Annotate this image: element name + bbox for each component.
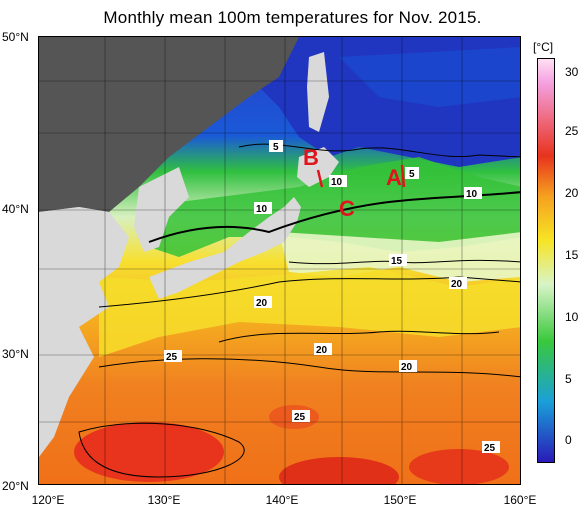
- colorbar-tick-25: 25: [565, 124, 579, 138]
- lon-label-160e: 160°E: [503, 493, 537, 507]
- contour-25a: [98, 358, 520, 378]
- colorbar-tick-30: 30: [565, 65, 579, 79]
- contour-label-10-west: 10: [256, 204, 268, 215]
- lon-label-130e: 130°E: [147, 493, 181, 507]
- contour-label-20-west: 20: [256, 298, 268, 309]
- lon-label-150e: 150°E: [383, 493, 417, 507]
- graticule: [39, 37, 520, 484]
- contour-label-25-east: 25: [484, 443, 496, 454]
- contour-label-15: 15: [391, 256, 403, 267]
- contour-label-25-center: 25: [294, 412, 306, 423]
- colorbar-tick-10: 10: [565, 310, 579, 324]
- warm-patch-1: [74, 422, 224, 482]
- contour-label-5-west: 5: [273, 142, 279, 153]
- temperature-map: 5 5 10 10 10 15 20 20 20 20 25 25 25: [38, 36, 521, 485]
- contour-label-10-central: 10: [331, 177, 343, 188]
- lat-label-30n: 30°N: [2, 347, 29, 361]
- section-line-b: [316, 169, 324, 188]
- marker-a: A: [386, 165, 402, 190]
- marker-c: C: [339, 196, 355, 221]
- contour-25b: [78, 422, 245, 478]
- yellow-band: [99, 267, 520, 357]
- continent-land: [39, 207, 129, 457]
- lon-label-120e: 120°E: [31, 493, 65, 507]
- marker-b: B: [303, 145, 319, 170]
- colorbar-unit: [°C]: [533, 40, 554, 54]
- colorbar-tick-0: 0: [565, 433, 572, 447]
- hokkaido-land: [297, 147, 339, 187]
- colorbar-tick-20: 20: [565, 186, 579, 200]
- green-front: [139, 157, 520, 257]
- colorbar-tick-15: 15: [565, 248, 579, 262]
- contour-label-group: 5 5 10 10 10 15 20 20 20 20 25 25 25: [164, 140, 500, 454]
- map-title: Monthly mean 100m temperatures for Nov. …: [103, 8, 482, 27]
- section-lines: [316, 164, 406, 188]
- warm-patch-3: [409, 449, 509, 484]
- warm-patch-2: [279, 457, 399, 484]
- section-line-a: [400, 164, 406, 188]
- contour-label-25-west: 25: [166, 352, 178, 363]
- contour-label-20-east: 20: [451, 279, 463, 290]
- contour-20a: [98, 276, 520, 308]
- lon-label-140e: 140°E: [265, 493, 299, 507]
- lat-label-20n: 20°N: [2, 479, 29, 493]
- contour-label-20-center: 20: [316, 345, 328, 356]
- contour-label-10-east: 10: [466, 189, 478, 200]
- contour-label-20-south: 20: [401, 362, 413, 373]
- contour-label-5-east: 5: [409, 169, 415, 180]
- contour-10: [148, 191, 520, 243]
- lat-label-40n: 40°N: [2, 202, 29, 216]
- colorbar: [537, 58, 555, 463]
- colorbar-tick-5: 5: [565, 372, 572, 386]
- japan-land: [149, 197, 301, 299]
- lat-label-50n: 50°N: [2, 30, 29, 44]
- korea-land: [134, 167, 189, 252]
- sakhalin-land: [307, 52, 329, 132]
- cold-water-band: [339, 47, 520, 107]
- contour-20b: [218, 330, 500, 343]
